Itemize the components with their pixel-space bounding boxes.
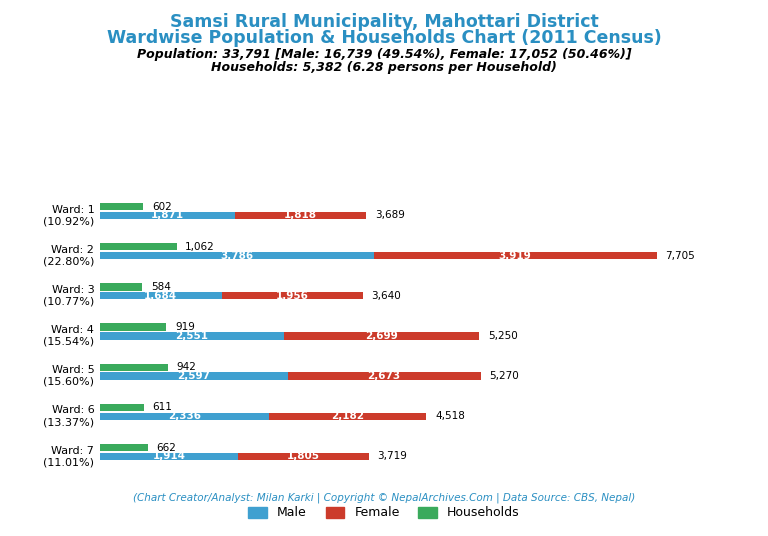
Text: 1,956: 1,956 [276,291,309,301]
Text: 1,062: 1,062 [185,242,215,252]
Text: 584: 584 [151,282,170,292]
Text: 3,689: 3,689 [375,211,405,220]
Text: 2,673: 2,673 [368,371,401,381]
Bar [100,292,221,300]
Text: 1,818: 1,818 [284,211,317,220]
Bar [100,444,147,451]
Text: Population: 33,791 [Male: 16,739 (49.54%), Female: 17,052 (50.46%)]: Population: 33,791 [Male: 16,739 (49.54%… [137,48,631,61]
Text: 2,551: 2,551 [176,331,209,341]
Bar [100,404,144,411]
Bar [373,252,657,259]
Bar [100,252,373,259]
Bar [235,212,366,219]
Text: 3,719: 3,719 [377,451,407,461]
Text: 3,919: 3,919 [498,251,531,260]
Text: 3,640: 3,640 [372,291,402,301]
Text: 2,699: 2,699 [366,331,398,341]
Text: (Chart Creator/Analyst: Milan Karki | Copyright © NepalArchives.Com | Data Sourc: (Chart Creator/Analyst: Milan Karki | Co… [133,492,635,503]
Text: 1,805: 1,805 [287,451,320,461]
Text: Samsi Rural Municipality, Mahottari District: Samsi Rural Municipality, Mahottari Dist… [170,13,598,32]
Text: 1,684: 1,684 [144,291,177,301]
Legend: Male, Female, Households: Male, Female, Households [243,501,525,524]
Text: 2,597: 2,597 [177,371,210,381]
Bar [100,332,284,339]
Bar [238,453,369,460]
Text: 5,270: 5,270 [489,371,519,381]
Text: 2,336: 2,336 [167,411,200,421]
Bar [221,292,363,300]
Bar [269,413,426,420]
Bar [100,243,177,250]
Bar [100,373,287,379]
Text: 611: 611 [153,403,173,412]
Text: 5,250: 5,250 [488,331,518,341]
Text: 662: 662 [157,443,176,452]
Bar [100,413,269,420]
Bar [284,332,479,339]
Bar [100,324,166,331]
Bar [100,363,168,371]
Text: 919: 919 [175,322,195,332]
Text: 4,518: 4,518 [435,411,465,421]
Text: 3,786: 3,786 [220,251,253,260]
Text: 1,914: 1,914 [153,451,186,461]
Text: 602: 602 [152,202,172,212]
Text: Wardwise Population & Households Chart (2011 Census): Wardwise Population & Households Chart (… [107,29,661,48]
Text: Households: 5,382 (6.28 persons per Household): Households: 5,382 (6.28 persons per Hous… [211,61,557,74]
Bar [100,284,142,291]
Text: 942: 942 [177,362,197,373]
Bar [100,203,144,210]
Text: 1,871: 1,871 [151,211,184,220]
Bar [100,212,235,219]
Bar [287,373,481,379]
Text: 2,182: 2,182 [331,411,364,421]
Bar [100,453,238,460]
Text: 7,705: 7,705 [665,251,695,260]
